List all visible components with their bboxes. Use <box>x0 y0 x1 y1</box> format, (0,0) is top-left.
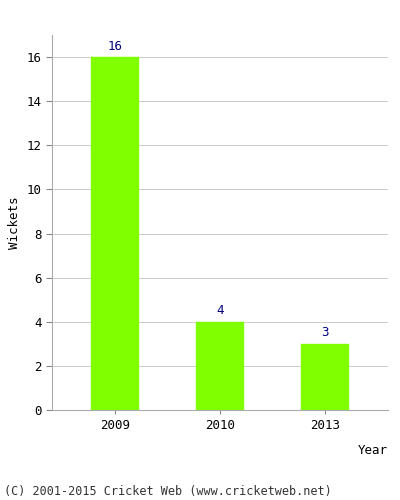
Text: (C) 2001-2015 Cricket Web (www.cricketweb.net): (C) 2001-2015 Cricket Web (www.cricketwe… <box>4 484 332 498</box>
Text: 4: 4 <box>216 304 224 318</box>
Bar <box>196 322 244 410</box>
Text: Year: Year <box>358 444 388 457</box>
Bar <box>301 344 349 410</box>
Text: 16: 16 <box>108 40 122 52</box>
Y-axis label: Wickets: Wickets <box>8 196 21 248</box>
Text: 3: 3 <box>321 326 329 340</box>
Bar <box>91 57 139 410</box>
